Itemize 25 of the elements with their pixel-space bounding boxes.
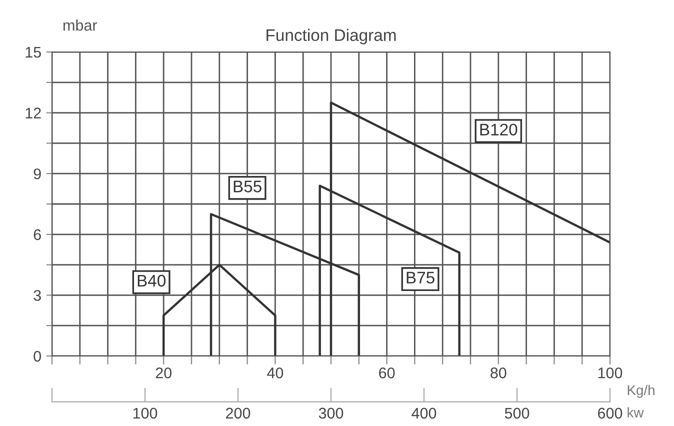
x2-tick-label: 400 bbox=[412, 408, 436, 419]
text: B120 bbox=[480, 124, 518, 136]
y-tick-label: 12 bbox=[26, 108, 41, 118]
x2-tick-label: 300 bbox=[318, 408, 344, 419]
x-tick-label: 60 bbox=[379, 368, 395, 378]
y-tick-label: 6 bbox=[34, 229, 41, 240]
y-tick-label: 15 bbox=[26, 47, 41, 58]
x2-tick-label: 600 bbox=[598, 408, 622, 419]
series-label: B40 bbox=[138, 274, 166, 287]
y-tick-label: 3 bbox=[34, 290, 41, 301]
series-label: B55 bbox=[234, 180, 262, 192]
x-tick-label: 20 bbox=[156, 368, 172, 378]
y-axis-title: mbar bbox=[64, 20, 98, 31]
x2-axis-title: kw bbox=[628, 407, 644, 418]
y-tick-label: 0 bbox=[34, 350, 41, 362]
chart-title: Function Diagram bbox=[266, 28, 396, 44]
x-tick-label: 80 bbox=[490, 368, 506, 378]
x2-tick-label: 200 bbox=[226, 408, 250, 419]
series-label: B75 bbox=[406, 272, 434, 284]
y-tick-label: 9 bbox=[34, 168, 41, 180]
x2-tick-label: 500 bbox=[504, 408, 530, 419]
x-axis-title: Kg/h bbox=[628, 384, 654, 398]
x-tick-label: 100 bbox=[598, 368, 622, 378]
x2-tick-label: 100 bbox=[133, 408, 158, 419]
x-tick-label: 40 bbox=[267, 368, 284, 378]
